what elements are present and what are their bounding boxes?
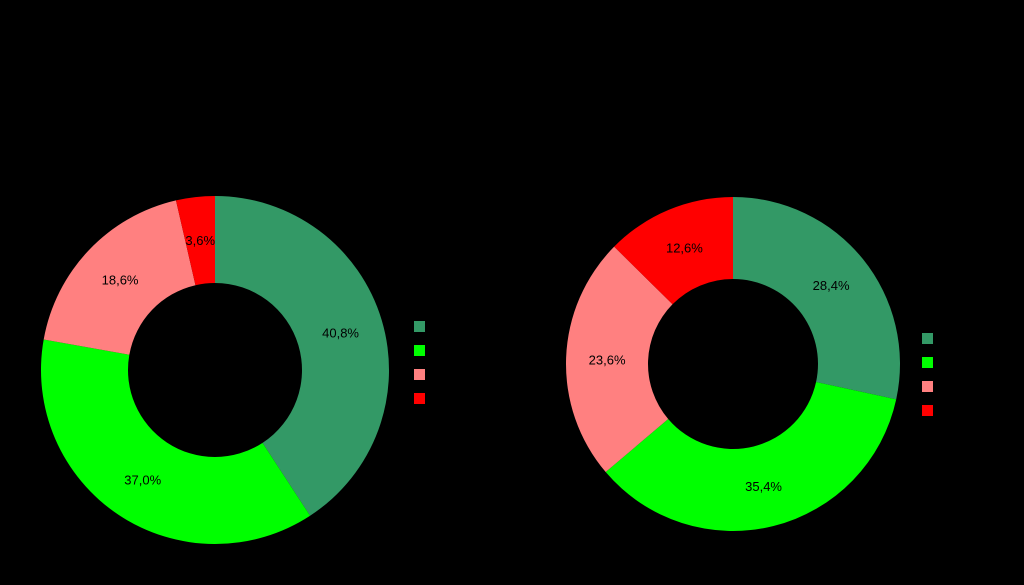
passive-legend-item-2: spíše ne [922, 374, 989, 398]
passive-legend-swatch-2 [922, 380, 933, 392]
passive-slice-label-0: 28,4% [813, 278, 850, 293]
active-legend-item-0: určitě ano [414, 314, 481, 338]
passive-legend-label-1: spíše ano [936, 355, 989, 369]
passive-slice-2 [566, 246, 673, 473]
active-legend-swatch-0 [414, 320, 425, 332]
passive-slice-1 [605, 382, 897, 532]
passive-slice-label-1: 35,4% [745, 479, 782, 494]
active-slice-0 [215, 196, 389, 516]
active-slice-label-2: 18,6% [102, 273, 139, 288]
passive-legend-label-2: spíše ne [936, 379, 982, 393]
chart-title-left: Máte rádi AKTIVNĚ sport, sportování a po… [82, 28, 358, 67]
passive-legend-swatch-3 [922, 404, 933, 416]
passive-slice-label-3: 12,6% [666, 241, 703, 256]
passive-legend-item-3: určitě ne [922, 398, 989, 422]
active-legend-item-3: určitě ne [414, 386, 481, 410]
active-legend-swatch-1 [414, 344, 425, 356]
active-slice-label-3: 3,6% [185, 233, 215, 248]
passive-legend-label-3: určitě ne [936, 403, 983, 417]
active-slice-label-0: 40,8% [322, 326, 359, 341]
passive-legend-swatch-1 [922, 356, 933, 368]
active-legend-label-3: určitě ne [428, 391, 475, 405]
active-slice-2 [43, 200, 196, 355]
active-legend-item-2: spíše ne [414, 362, 481, 386]
passive-legend-item-0: určitě ano [922, 326, 989, 350]
chart-title-right: Máte rádi PASIVNĚ sport, sportování a po… [565, 28, 915, 89]
active-legend-item-1: spíše ano [414, 338, 481, 362]
passive-legend-label-0: určitě ano [936, 331, 989, 345]
passive-slice-3 [614, 197, 733, 305]
legend-passive: určitě ano spíše ano spíše ne určitě ne [922, 326, 989, 422]
active-slice-1 [41, 339, 311, 544]
active-legend-label-1: spíše ano [428, 343, 481, 357]
active-legend-swatch-3 [414, 392, 425, 404]
passive-legend-swatch-0 [922, 332, 933, 344]
active-legend-label-2: spíše ne [428, 367, 474, 381]
active-slice-3 [175, 196, 215, 286]
passive-legend-item-1: spíše ano [922, 350, 989, 374]
passive-slice-label-2: 23,6% [589, 352, 626, 367]
active-legend-label-0: určitě ano [428, 319, 481, 333]
active-legend-swatch-2 [414, 368, 425, 380]
active-slice-label-1: 37,0% [124, 472, 161, 487]
passive-slice-0 [733, 197, 901, 400]
legend-active: určitě ano spíše ano spíše ne určitě ne [414, 314, 481, 410]
